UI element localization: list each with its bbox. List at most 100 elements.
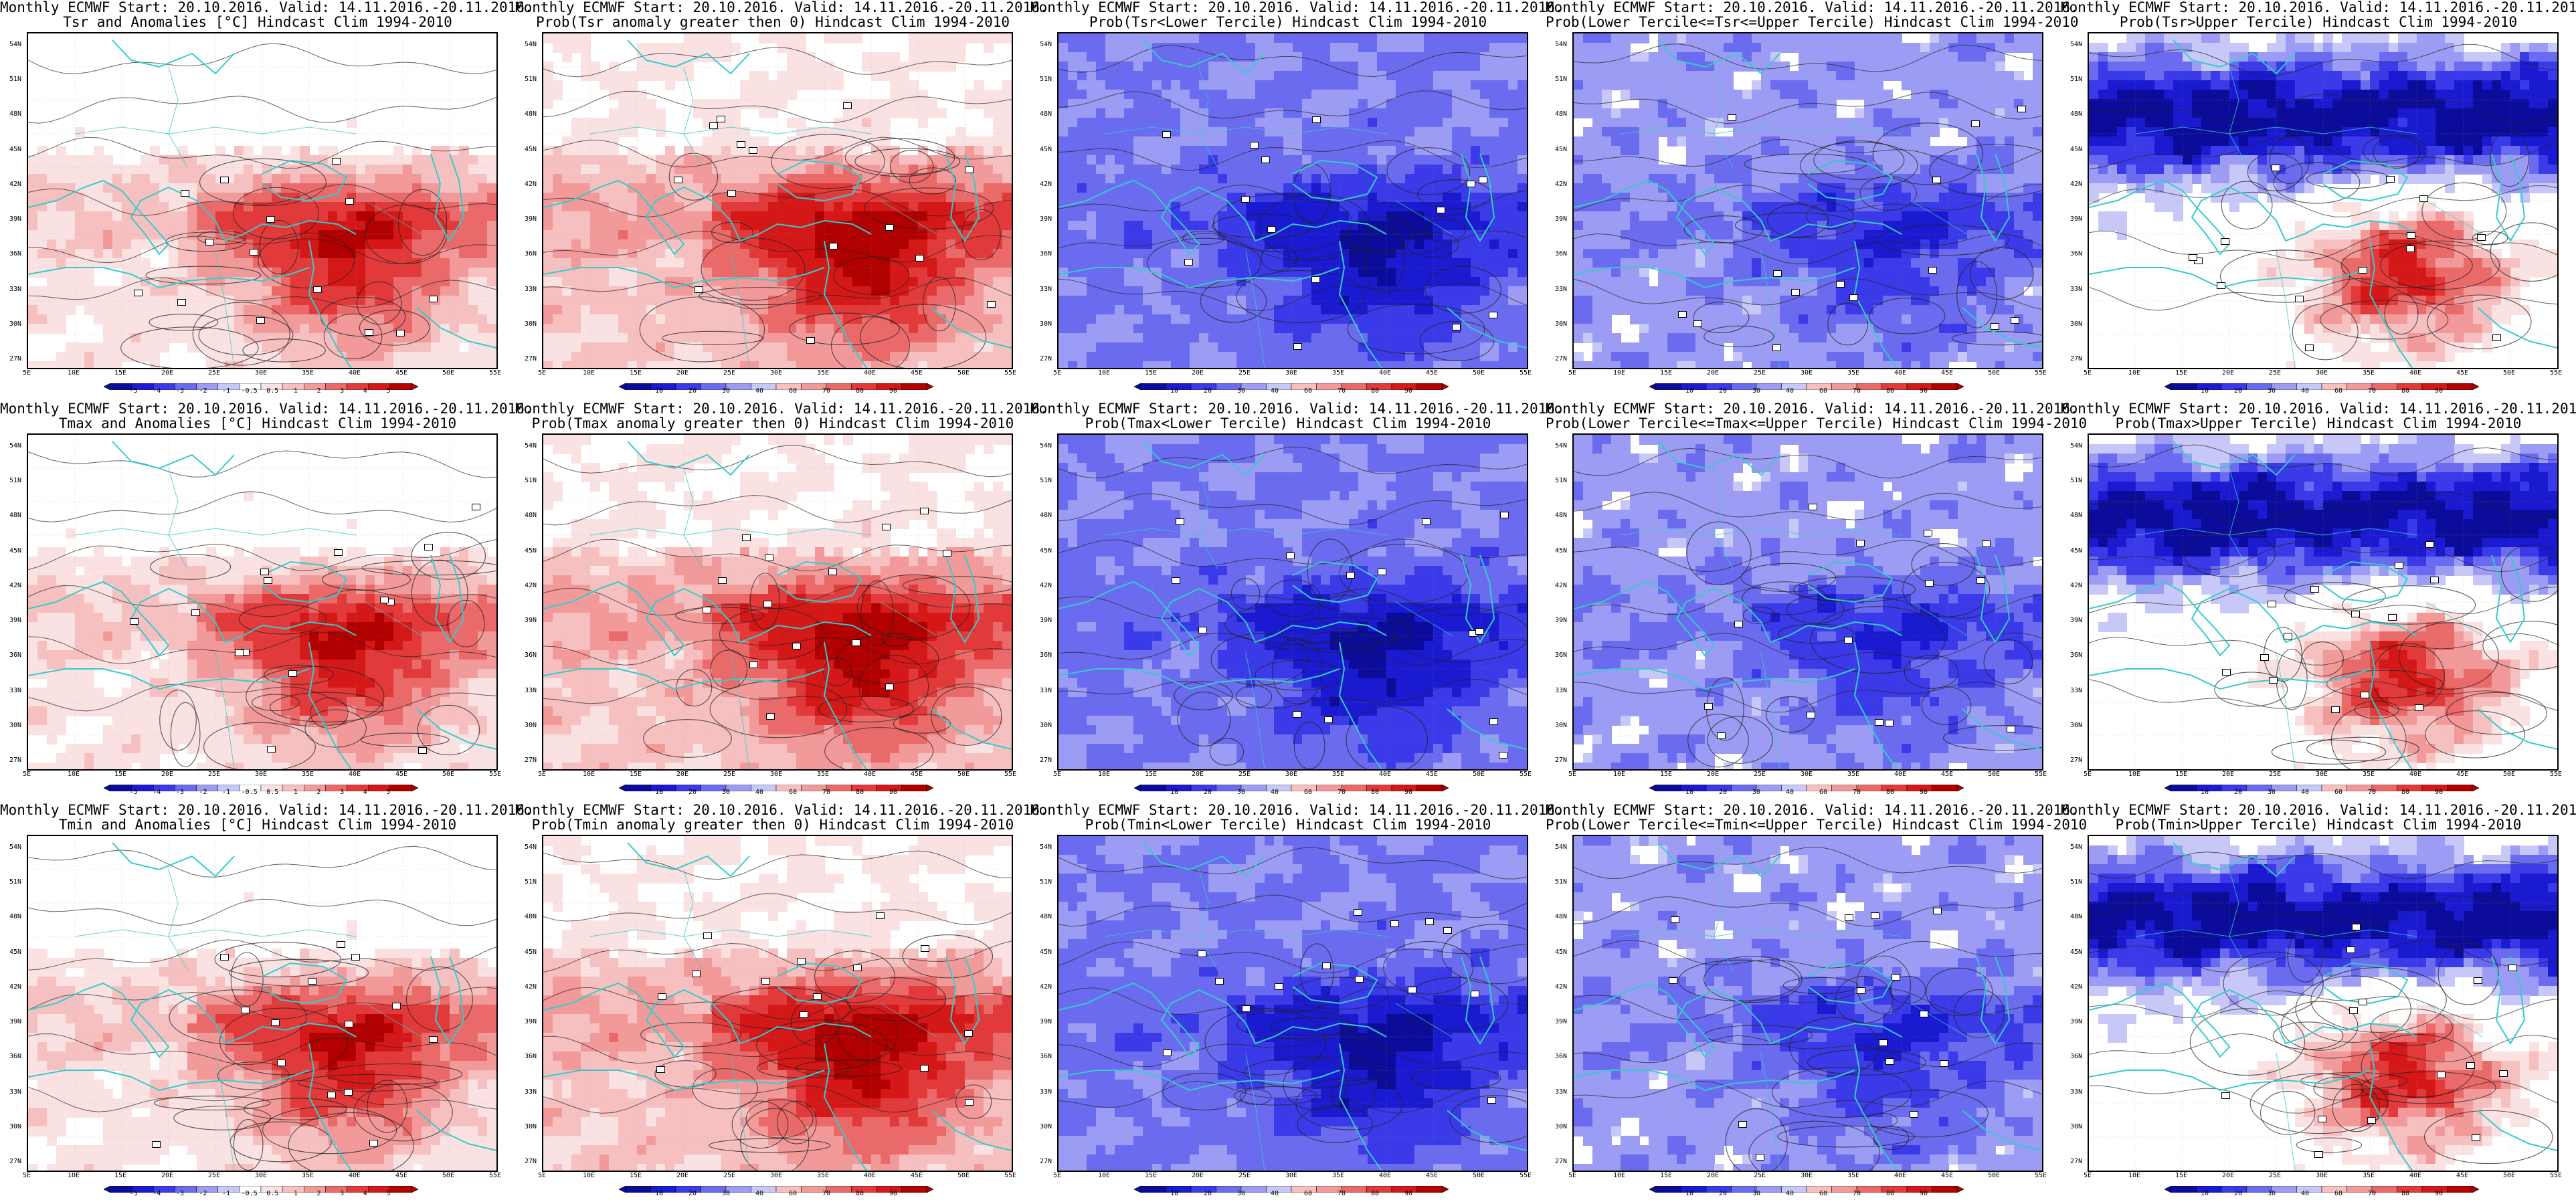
longitude-label: 35E [817,771,829,778]
latitude-label: 42N [1040,582,1052,589]
colorbar-tick-label: 10 [1170,1190,1178,1197]
latitude-label: 33N [9,286,21,293]
longitude-label: 35E [1847,1172,1859,1179]
station-value-box [2351,611,2360,618]
colorbar-tick-label: 80 [1371,1190,1379,1197]
longitude-label: 20E [676,1172,688,1179]
colorbar-tick-label: 90 [1404,387,1412,395]
latitude-label: 33N [525,1088,537,1096]
panel-title-line2: Prob(Lower Tercile<=Tmax<=Upper Tercile)… [1546,416,2087,431]
colorbar-tick-label: 80 [856,387,864,395]
station-value-box [266,216,275,223]
station-value-box [2405,245,2415,253]
colorbar-tick-label: 90 [889,1190,897,1197]
station-value-box [2466,1062,2475,1070]
colorbar-tick-label: 60 [2334,789,2342,796]
station-value-box [1162,1049,1172,1056]
latitude-label: 42N [525,582,537,589]
latitude-label: 30N [525,320,537,328]
panel-title-line1: Monthly ECMWF Start: 20.10.2016. Valid: … [1030,803,1564,817]
map-panel: Monthly ECMWF Start: 20.10.2016. Valid: … [515,803,1048,1204]
station-value-box [1670,916,1679,923]
station-value-box [1487,1096,1496,1104]
colorbar-tick-label: -3 [176,789,184,796]
station-value-box [1240,196,1250,203]
latitude-label: 51N [525,477,537,484]
colorbar-tick-label: -1 [222,387,230,395]
station-value-box [234,649,244,656]
colorbar: 10 20 30 40 60 70 80 90 [2164,781,2480,797]
station-value-box [727,190,737,197]
station-value-box [2220,238,2229,245]
longitude-label: 35E [2363,369,2375,377]
station-value-box [2006,726,2015,733]
station-value-box [1324,716,1333,724]
station-value-box [428,1035,438,1043]
station-value-box [2352,924,2361,931]
colorbar-tick-label: 3 [340,387,344,395]
colorbar: 10 20 30 40 60 70 80 90 [1133,380,1449,396]
station-value-box [800,1011,809,1018]
colorbar-tick-label: 4 [363,789,367,796]
field-shading [1059,435,1527,769]
longitude-label: 15E [630,771,642,778]
latitude-label: 54N [2070,41,2082,48]
colorbar-tick-label: 80 [1371,789,1379,796]
longitude-label: 40E [864,1172,876,1179]
map-panel: Monthly ECMWF Start: 20.10.2016. Valid: … [1546,401,2087,803]
latitude-label: 48N [9,110,21,118]
station-value-box [1878,1039,1888,1046]
map-area [1057,433,1528,771]
colorbar-tick-label: 10 [2201,387,2209,395]
colorbar-tick-label: 10 [2201,1190,2209,1197]
panel-title-line1: Monthly ECMWF Start: 20.10.2016. Valid: … [515,401,1048,416]
longitude-label: 25E [208,1172,220,1179]
station-value-box [1971,120,1981,127]
colorbar-tick-label: 90 [1920,387,1928,395]
station-value-box [351,953,360,961]
latitude-label: 36N [525,1053,537,1060]
station-value-box [828,568,838,575]
latitude-label: 48N [1555,110,1567,118]
colorbar-tick-label: 40 [2301,1190,2309,1197]
colorbar: 10 20 30 40 60 70 80 90 [618,1183,934,1199]
colorbar-tick-label: 70 [822,1190,830,1197]
map-panel: Monthly ECMWF Start: 20.10.2016. Valid: … [1030,0,1564,401]
latitude-label: 48N [1555,512,1567,519]
longitude-label: 35E [817,1172,829,1179]
longitude-label: 15E [2175,1172,2187,1179]
colorbar-tick-label: 60 [1304,1190,1312,1197]
longitude-label: 15E [114,369,126,377]
panel-title-line1: Monthly ECMWF Start: 20.10.2016. Valid: … [1030,0,1564,15]
station-value-box [1843,636,1853,643]
station-value-box [2508,964,2517,971]
latitude-label: 39N [9,1018,21,1025]
colorbar-tick-label: 30 [722,1190,730,1197]
latitude-label: 45N [1040,948,1052,956]
field-shading [1059,836,1527,1171]
latitude-label: 51N [2070,878,2082,886]
latitude-label: 27N [1040,757,1052,764]
colorbar-tick-label: 40 [755,387,763,395]
colorbar-tick-label: 10 [1685,789,1693,796]
colorbar-tick-label: 20 [1719,1190,1727,1197]
latitude-label: 45N [1555,547,1567,555]
latitude-label: 30N [2070,722,2082,729]
latitude-label: 36N [9,1053,21,1060]
panel-title-line2: Prob(Tmax anomaly greater then 0) Hindca… [515,416,1030,431]
colorbar-tick-label: 30 [2268,789,2276,796]
colorbar-tick-label: 70 [1853,789,1861,796]
field-shading [1574,33,2042,368]
colorbar-tick-label: 70 [822,387,830,395]
longitude-label: 50E [1473,771,1485,778]
latitude-label: 51N [525,878,537,886]
longitude-label: 20E [676,771,688,778]
station-value-box [2361,692,2370,699]
station-value-box [1772,344,1781,351]
longitude-label: 25E [723,1172,735,1179]
longitude-label: 35E [1847,771,1859,778]
longitude-label: 10E [2128,771,2140,778]
longitude-label: 45E [2456,1172,2468,1179]
longitude-label: 25E [2269,1172,2281,1179]
map-area [542,433,1013,771]
